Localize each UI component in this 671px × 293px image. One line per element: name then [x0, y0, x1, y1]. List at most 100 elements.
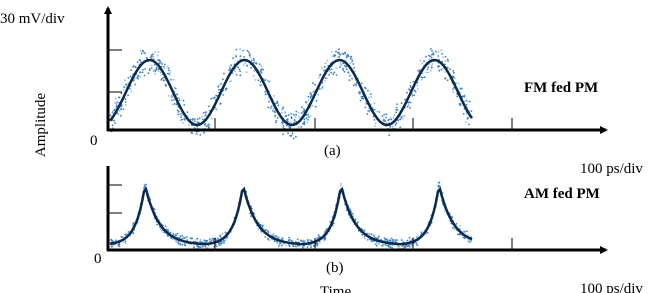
- wave-b-dot: [257, 227, 260, 230]
- wave-a-dot: [457, 82, 460, 85]
- wave-a-dot: [134, 83, 137, 86]
- wave-b-dot: [179, 244, 182, 247]
- wave-b-dot: [310, 246, 312, 249]
- wave-b-dot: [198, 246, 201, 248]
- wave-a-dot: [431, 63, 434, 65]
- wave-a-dot: [305, 117, 308, 120]
- wave-a-dot: [161, 77, 164, 80]
- wave-a-dot: [470, 110, 473, 112]
- wave-a-dot: [242, 49, 245, 52]
- wave-a-dot: [335, 50, 337, 53]
- wave-a-dot: [425, 55, 427, 58]
- wave-a-dot: [372, 115, 375, 118]
- wave-a-dot: [466, 100, 469, 103]
- wave-b-dot: [124, 240, 127, 243]
- wave-a-dot: [414, 90, 417, 93]
- wave-b-dot: [438, 181, 441, 184]
- wave-a-dot: [444, 77, 446, 80]
- wave-a-dot: [307, 118, 309, 121]
- wave-b-dot: [411, 244, 413, 247]
- wave-a-dot: [335, 74, 338, 76]
- wave-a-dot: [453, 71, 455, 74]
- wave-a-dot: [342, 69, 345, 71]
- wave-b-dot: [451, 226, 454, 229]
- wave-a-dot: [390, 118, 393, 121]
- wave-b-dot: [406, 239, 409, 242]
- wave-a-dot: [192, 118, 194, 120]
- wave-a-dot: [391, 125, 394, 128]
- wave-a-dot: [154, 51, 157, 53]
- wave-a-dot: [345, 68, 348, 71]
- wave-a-dot: [427, 66, 430, 69]
- wave-a-dot: [351, 58, 354, 61]
- wave-b-dot: [281, 237, 284, 240]
- wave-b-dot: [307, 240, 309, 243]
- wave-a-dot: [282, 126, 284, 129]
- wave-b-dot: [464, 231, 466, 233]
- wave-a-dot: [159, 71, 162, 74]
- wave-a-dot: [215, 108, 217, 111]
- wave-a-dot: [249, 56, 252, 59]
- wave-b-dot: [184, 244, 187, 247]
- wave-b-dot: [124, 242, 127, 245]
- wave-a-dot: [139, 59, 142, 61]
- wave-b-dot: [196, 244, 199, 247]
- wave-a-dot: [324, 79, 327, 82]
- wave-a-dot: [343, 70, 346, 73]
- wave-a-dot: [424, 71, 427, 74]
- wave-b-dot: [211, 237, 214, 240]
- wave-a-dot: [294, 116, 297, 118]
- wave-b-dot: [416, 244, 419, 247]
- wave-b-dot: [371, 240, 373, 243]
- wave-a-dot: [162, 79, 165, 82]
- wave-a-dot: [383, 119, 386, 122]
- wave-b-dot: [122, 241, 125, 244]
- wave-a-dot: [124, 79, 126, 82]
- wave-b-dot: [387, 244, 389, 247]
- wave-a-dot: [144, 68, 147, 70]
- wave-b-dot: [329, 221, 332, 223]
- time-scale-a: 100 ps/div: [580, 161, 643, 177]
- wave-a-dot: [137, 77, 140, 80]
- wave-a-dot: [374, 122, 377, 125]
- wave-a-dot: [186, 111, 189, 114]
- wave-a-dot: [287, 132, 289, 135]
- wave-a-dot: [116, 104, 118, 107]
- wave-b-dot: [426, 231, 429, 234]
- wave-a-dot: [444, 60, 447, 62]
- wave-a-dot: [352, 63, 355, 65]
- wave-a-dot: [339, 62, 342, 64]
- wave-a-dot: [180, 112, 183, 115]
- wave-a-dot: [248, 54, 251, 57]
- wave-a-dot: [218, 84, 220, 87]
- wave-a-dot: [282, 106, 285, 108]
- wave-a-dot: [194, 118, 196, 120]
- wave-b-dot: [277, 237, 280, 239]
- wave-a-dot: [347, 71, 349, 74]
- wave-a-dot: [129, 75, 132, 78]
- wave-b-dot: [177, 240, 180, 243]
- wave-a-dot: [328, 69, 331, 72]
- wave-a-dot: [421, 72, 424, 75]
- wave-a-dot: [335, 67, 338, 69]
- wave-a-dot: [382, 121, 385, 123]
- wave-a-dot: [116, 112, 119, 115]
- wave-a-dot: [385, 122, 388, 124]
- wave-b-dot: [120, 236, 123, 238]
- wave-a-dot: [324, 77, 327, 79]
- wave-a-dot: [157, 51, 160, 53]
- wave-a-dot: [132, 79, 135, 82]
- wave-a-dot: [243, 56, 246, 58]
- wave-b-dot: [276, 242, 279, 244]
- wave-a-dot: [352, 84, 355, 87]
- wave-b-dot: [267, 230, 269, 233]
- wave-a-dot: [286, 120, 289, 123]
- wave-a-dot: [109, 114, 112, 117]
- wave-a-dot: [132, 66, 134, 68]
- wave-b-dot: [396, 239, 399, 242]
- wave-b-dot: [377, 242, 380, 244]
- wave-a-dot: [431, 50, 433, 52]
- wave-a-dot: [402, 115, 404, 117]
- wave-b-dot: [162, 231, 165, 234]
- wave-b-dot: [295, 245, 298, 248]
